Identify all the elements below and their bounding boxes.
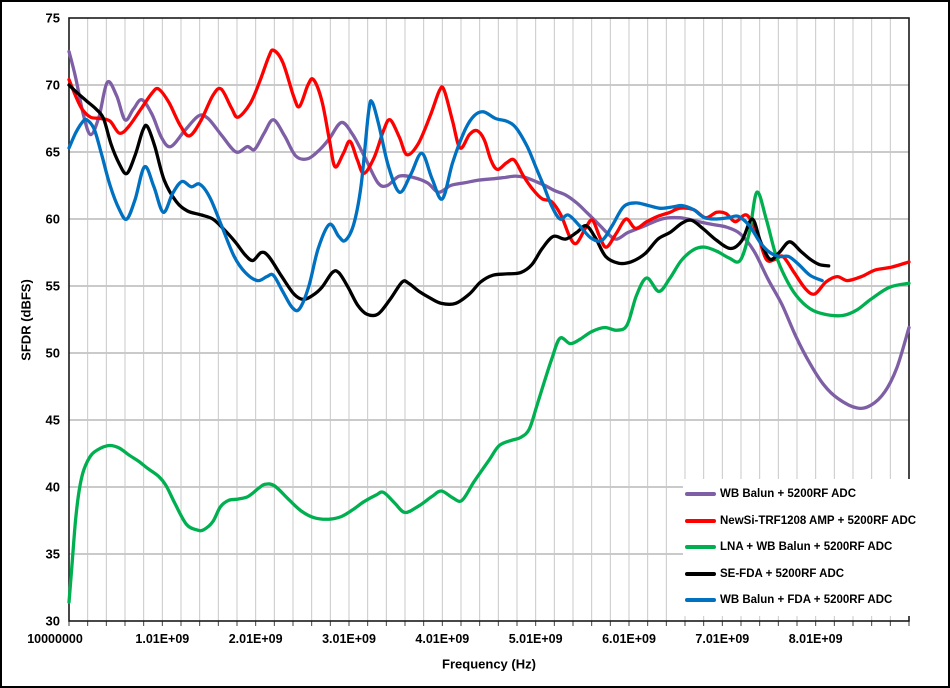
series-line-4 [67, 83, 831, 318]
x-axis-tick-label: 4.01E+09 [415, 632, 469, 646]
legend-item-label: NewSi-TRF1208 AMP + 5200RF ADC [720, 514, 917, 527]
legend-line-swatch-icon [685, 598, 716, 603]
x-axis-tick-label: 10000000 [27, 632, 83, 646]
x-axis-tick-label: 8.01E+09 [789, 632, 843, 646]
x-axis-tick-label: 1.01E+09 [135, 632, 189, 646]
y-axis-tick-label: 60 [46, 212, 60, 227]
y-axis-tick-label: 50 [46, 346, 60, 361]
y-axis-tick-label: 40 [46, 480, 60, 495]
x-axis-tick-label: 3.01E+09 [322, 632, 376, 646]
y-axis-tick-label: 55 [46, 279, 60, 294]
y-axis-tick-label: 65 [46, 145, 60, 160]
legend-item-2: NewSi-TRF1208 AMP + 5200RF ADC [685, 507, 917, 534]
legend-line-swatch-icon [685, 518, 716, 523]
y-axis-tick-label: 45 [46, 413, 60, 428]
legend-item-3: LNA + WB Balun + 5200RF ADC [685, 534, 917, 561]
x-axis-tick-label: 5.01E+09 [509, 632, 563, 646]
legend-item-label: SE-FDA + 5200RF ADC [720, 567, 845, 580]
y-axis-tick-label: 30 [46, 614, 60, 629]
y-axis-tick-label: 35 [46, 547, 60, 562]
x-axis-title: Frequency (Hz) [442, 656, 536, 672]
legend-item-label: WB Balun + FDA + 5200RF ADC [720, 594, 893, 607]
legend-item-1: WB Balun + 5200RF ADC [685, 481, 917, 508]
legend-item-4: SE-FDA + 5200RF ADC [685, 560, 917, 587]
legend-line-swatch-icon [685, 492, 716, 497]
series-line-5 [67, 99, 824, 313]
plot-border [68, 17, 910, 622]
legend-line-swatch-icon [685, 545, 716, 550]
legend-item-label: WB Balun + 5200RF ADC [720, 488, 857, 501]
series-line-3 [67, 190, 911, 604]
y-axis-tick-label: 70 [46, 78, 60, 93]
y-axis-tick-label: 75 [46, 11, 60, 26]
chart-legend: WB Balun + 5200RF ADC NewSi-TRF1208 AMP +… [683, 479, 927, 616]
legend-line-swatch-icon [685, 571, 716, 576]
x-axis-tick-label: 6.01E+09 [602, 632, 656, 646]
legend-item-5: WB Balun + FDA + 5200RF ADC [685, 587, 917, 614]
series-line-2 [67, 48, 911, 296]
y-axis-title: SFDR (dBFS) [18, 279, 34, 361]
x-axis-tick-label: 7.01E+09 [695, 632, 749, 646]
x-axis-tick-label: 2.01E+09 [229, 632, 283, 646]
legend-item-label: LNA + WB Balun + 5200RF ADC [720, 541, 893, 554]
series-line-1 [67, 49, 911, 411]
